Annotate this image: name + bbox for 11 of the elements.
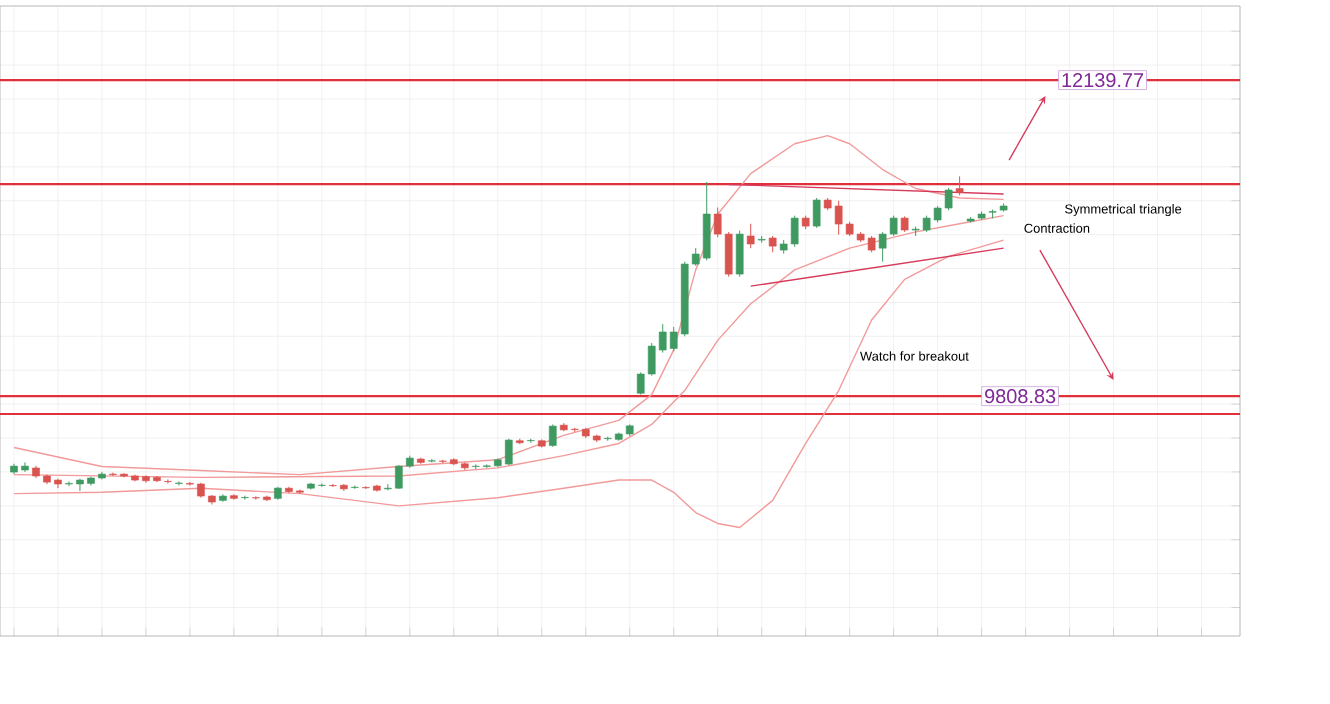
ref-line-label: 12139.77 <box>1062 73 1144 88</box>
candlestick <box>164 478 172 484</box>
candlestick <box>351 484 359 490</box>
candlestick <box>175 480 183 486</box>
candlestick <box>812 197 821 229</box>
candlestick <box>955 175 964 196</box>
candlestick <box>241 495 249 501</box>
candlestick <box>548 423 557 448</box>
ref-line-label: 9808.83 <box>985 389 1056 404</box>
candlestick <box>746 223 755 249</box>
candlestick <box>735 230 744 278</box>
